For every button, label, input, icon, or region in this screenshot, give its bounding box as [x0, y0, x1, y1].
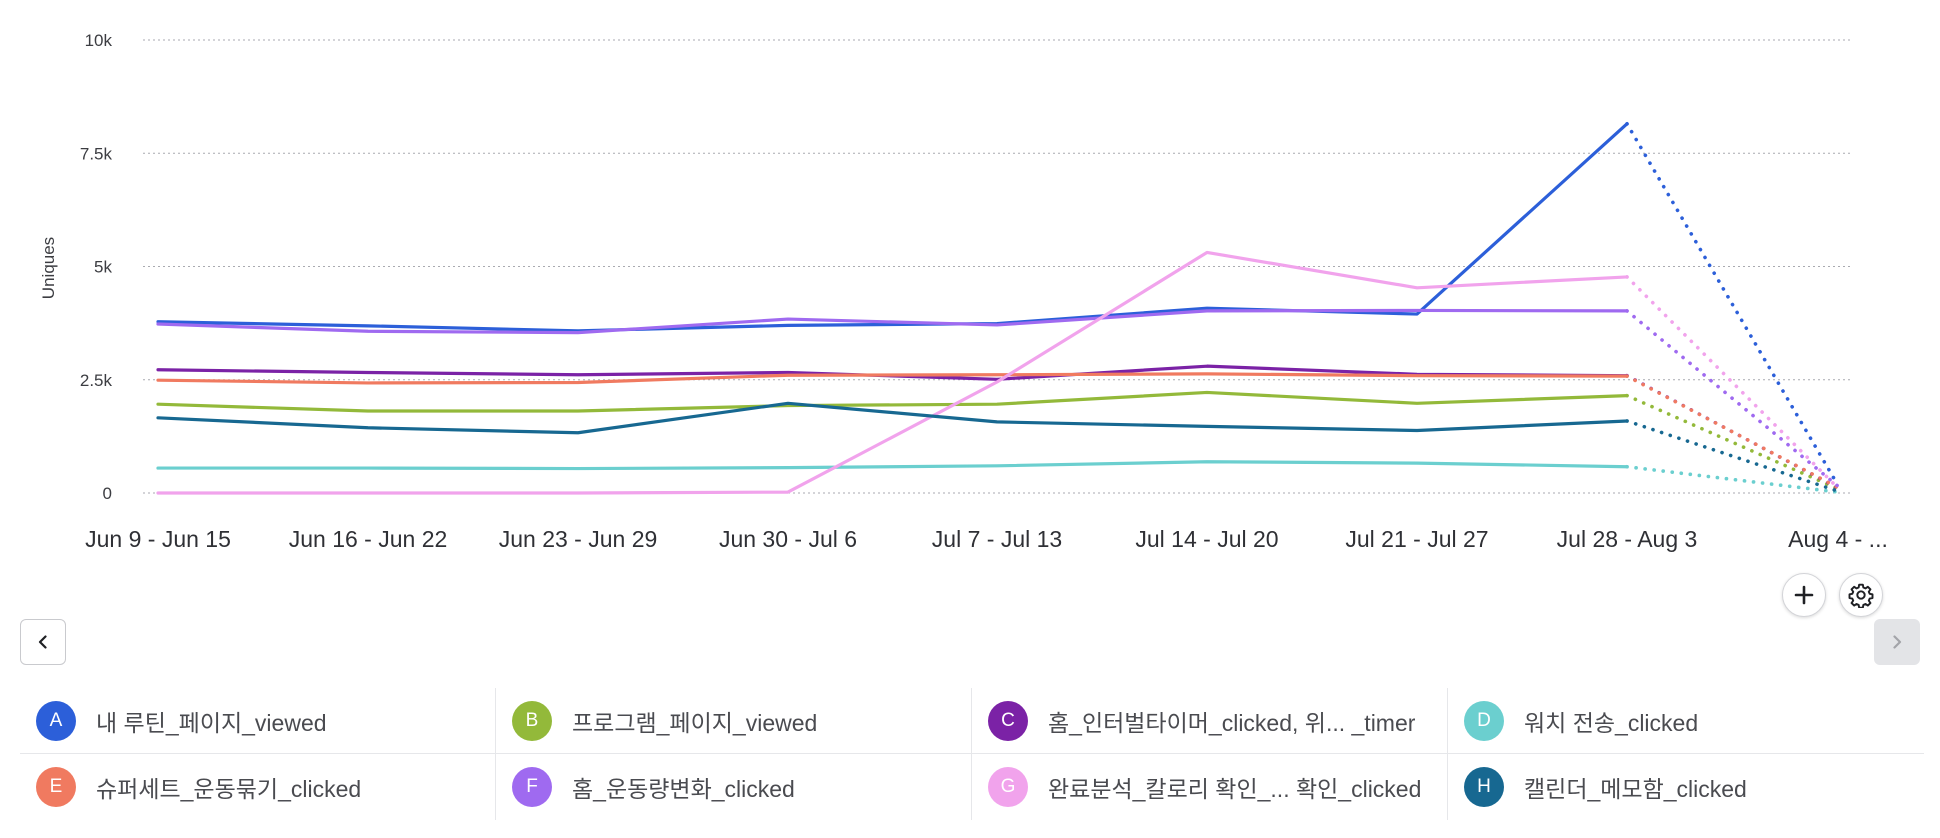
legend-badge: F [512, 767, 552, 807]
legend-item-B[interactable]: B 프로그램_페이지_viewed [496, 688, 972, 754]
y-tick-label-2: 5k [94, 258, 112, 277]
legend-item-F[interactable]: F 홈_운동량변화_clicked [496, 754, 972, 820]
previous-page-button[interactable] [20, 619, 66, 665]
x-tick-label-3: Jun 30 - Jul 6 [719, 526, 857, 552]
legend-label: 홈_운동량변화_clicked [572, 776, 795, 802]
series-line-C [156, 364, 1629, 381]
chevron-left-icon [38, 635, 47, 649]
legend-label: 완료분석_칼로리 확인_... 확인_clicked [1048, 776, 1422, 802]
legend-label: 프로그램_페이지_viewed [572, 709, 818, 736]
legend-item-G[interactable]: G 완료분석_칼로리 확인_... 확인_clicked [972, 754, 1448, 820]
x-tick-label-7: Jul 28 - Aug 3 [1557, 526, 1698, 552]
series-projection-E [1625, 374, 1840, 490]
y-tick-label-3: 7.5k [80, 144, 113, 163]
legend-item-C[interactable]: C 홈_인터벌타이머_clicked, 위... _timer [972, 688, 1448, 754]
series-line-D [156, 460, 1629, 471]
legend-label: 내 루틴_페이지_viewed [96, 709, 327, 736]
x-axis: Jun 9 - Jun 15 Jun 16 - Jun 22 Jun 23 - Ju… [85, 526, 1888, 552]
x-tick-label-8: Aug 4 - ... [1788, 526, 1888, 552]
legend-label: 워치 전송_clicked [1524, 709, 1699, 736]
legend-badge: G [988, 767, 1028, 807]
next-page-button[interactable] [1874, 619, 1920, 665]
gear-icon [1848, 583, 1874, 608]
y-tick-label-0: 0 [103, 484, 112, 503]
series-projection-B [1625, 393, 1840, 491]
x-tick-label-4: Jul 7 - Jul 13 [932, 526, 1062, 552]
series-projection-A [1625, 122, 1840, 488]
legend-badge: B [512, 700, 552, 741]
x-tick-label-1: Jun 16 - Jun 22 [289, 526, 448, 552]
series-line-A [156, 122, 1629, 333]
series-line-E [156, 372, 1629, 385]
series-projection-F [1625, 309, 1840, 489]
legend-item-A[interactable]: A 내 루틴_페이지_viewed [20, 688, 496, 754]
series-lines [156, 122, 1840, 495]
y-axis-label: Uniques [39, 237, 58, 299]
add-button[interactable] [1782, 573, 1826, 617]
x-tick-label-2: Jun 23 - Jun 29 [499, 526, 658, 552]
legend-badge: A [36, 700, 76, 741]
x-tick-label-0: Jun 9 - Jun 15 [85, 526, 231, 552]
x-tick-label-5: Jul 14 - Jul 20 [1135, 526, 1278, 552]
legend-badge: C [988, 700, 1028, 741]
series-projection-D [1625, 464, 1840, 494]
legend-badge: H [1464, 767, 1504, 807]
legend: A 내 루틴_페이지_viewed B 프로그램_페이지_viewed C 홈_인터벌타이… [20, 688, 1924, 820]
series-projection-G [1625, 275, 1840, 490]
y-tick-label-1: 2.5k [80, 371, 113, 390]
series-line-H [156, 401, 1629, 435]
legend-badge: D [1464, 700, 1504, 741]
legend-label: 캘린더_메모함_clicked [1524, 776, 1747, 802]
legend-badge: E [36, 767, 76, 807]
plus-icon [1794, 585, 1814, 605]
x-tick-label-6: Jul 21 - Jul 27 [1345, 526, 1488, 552]
legend-item-H[interactable]: H 캘린더_메모함_clicked [1448, 754, 1924, 820]
settings-button[interactable] [1839, 573, 1883, 617]
legend-label: 홈_인터벌타이머_clicked, 위... _timer [1048, 709, 1416, 736]
legend-item-D[interactable]: D 워치 전송_clicked [1448, 688, 1924, 754]
legend-item-E[interactable]: E 슈퍼세트_운동묶기_clicked [20, 754, 496, 820]
series-line-F [156, 308, 1629, 335]
series-projection-H [1625, 419, 1840, 493]
chevron-right-icon [1893, 635, 1902, 649]
legend-label: 슈퍼세트_운동묶기_clicked [96, 776, 362, 802]
y-axis: 0 2.5k 5k 7.5k 10k [80, 31, 113, 503]
series-line-G [156, 250, 1629, 495]
series-line-B [156, 390, 1629, 413]
grid-lines [143, 39, 1850, 494]
y-tick-label-4: 10k [85, 31, 113, 50]
